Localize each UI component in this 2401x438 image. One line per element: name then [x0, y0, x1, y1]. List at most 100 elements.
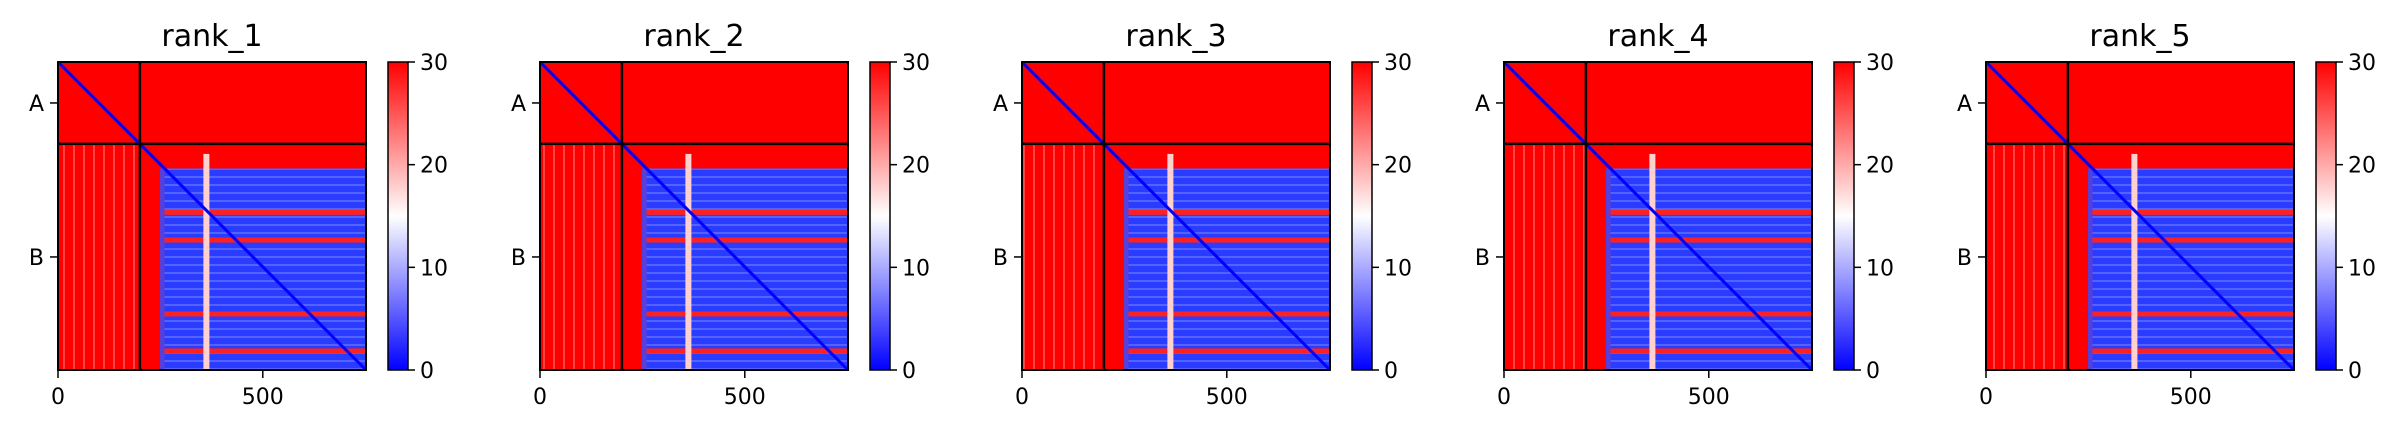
chain-b-left-band	[1605, 168, 1611, 370]
diagonal	[538, 60, 850, 372]
y-tick-label: A	[511, 92, 526, 117]
red-band	[2092, 237, 2294, 243]
colorbar-tick-label: 30	[2348, 51, 2376, 76]
red-band	[1128, 237, 1330, 243]
plot-frame	[1503, 61, 1813, 371]
colorbar-tick-label: 0	[2348, 359, 2362, 384]
colorbar-tick-label: 20	[902, 154, 930, 179]
y-tick-label: B	[1475, 246, 1490, 271]
x-tick-label: 0	[51, 385, 65, 410]
x-tick-label: 0	[1015, 385, 1029, 410]
red-band	[2092, 311, 2294, 317]
colorbar-tick-label: 0	[902, 359, 916, 384]
red-band	[646, 348, 848, 354]
diagonal	[1020, 60, 1332, 372]
heatmap-panel: rank_3 0 500 A B 0 10 20 30	[993, 19, 1412, 410]
chain-b-left-band	[1123, 168, 1129, 370]
colorbar-tick-label: 20	[1384, 154, 1412, 179]
colorbar	[2315, 61, 2337, 371]
colorbar-tick-label: 10	[1384, 256, 1412, 281]
colorbar-tick-label: 20	[2348, 154, 2376, 179]
plot-frame	[1021, 61, 1331, 371]
panel-title: rank_1	[161, 19, 262, 54]
diagonal	[1502, 60, 1814, 372]
x-tick-label: 500	[724, 385, 766, 410]
panel-title: rank_4	[1607, 19, 1708, 54]
colorbar-tick-label: 10	[2348, 256, 2376, 281]
heatmap-panel: rank_1 0 500 A B 0 10 20 30	[29, 19, 448, 410]
y-tick-label: B	[29, 246, 44, 271]
x-tick-label: 500	[1688, 385, 1730, 410]
red-band	[1128, 311, 1330, 317]
x-tick-label: 0	[1497, 385, 1511, 410]
heatmap-cells	[1984, 60, 2296, 372]
chain-b-left-band	[2087, 168, 2093, 370]
chain-b-left-band	[159, 168, 165, 370]
colorbar-tick-label: 20	[1866, 154, 1894, 179]
chain-b-left-band	[641, 168, 647, 370]
y-tick-label: A	[1957, 92, 1972, 117]
cross-chain-block	[1504, 143, 1586, 370]
colorbar-tick-label: 30	[902, 51, 930, 76]
cross-chain-block	[1022, 143, 1104, 370]
x-tick-label: 0	[533, 385, 547, 410]
diagonal	[1984, 60, 2296, 372]
diagonal	[56, 60, 368, 372]
plot-frame	[1985, 61, 2295, 371]
red-band	[164, 311, 366, 317]
y-tick-label: A	[1475, 92, 1490, 117]
stripe	[1167, 153, 1174, 370]
colorbar-tick-label: 0	[1866, 359, 1880, 384]
red-band	[646, 209, 848, 215]
red-band	[164, 348, 366, 354]
heatmap-cells	[538, 60, 850, 372]
heatmap-panel: rank_4 0 500 A B 0 10 20 30	[1475, 19, 1894, 410]
colorbar-tick-label: 10	[420, 256, 448, 281]
x-tick-label: 500	[2170, 385, 2212, 410]
cross-chain-block	[58, 143, 140, 370]
colorbar-tick-label: 10	[902, 256, 930, 281]
colorbar	[1351, 61, 1373, 371]
heatmap-panel: rank_2 0 500 A B 0 10 20 30	[511, 19, 930, 410]
red-band	[1610, 311, 1812, 317]
red-band	[646, 237, 848, 243]
x-tick-label: 0	[1979, 385, 1993, 410]
x-tick-label: 500	[242, 385, 284, 410]
heatmap-panel: rank_5 0 500 A B 0 10 20 30	[1957, 19, 2376, 410]
y-tick-label: B	[511, 246, 526, 271]
red-band	[2092, 348, 2294, 354]
colorbar-tick-label: 30	[1384, 51, 1412, 76]
stripe	[2131, 153, 2138, 370]
colorbar-tick-label: 10	[1866, 256, 1894, 281]
red-band	[2092, 209, 2294, 215]
stripe	[1649, 153, 1656, 370]
y-tick-label: B	[1957, 246, 1972, 271]
colorbar-tick-label: 0	[1384, 359, 1398, 384]
red-band	[164, 237, 366, 243]
red-band	[1610, 209, 1812, 215]
colorbar-tick-label: 30	[420, 51, 448, 76]
panel-title: rank_5	[2089, 19, 2190, 54]
colorbar	[1833, 61, 1855, 371]
red-band	[1128, 209, 1330, 215]
y-tick-label: A	[993, 92, 1008, 117]
colorbar	[869, 61, 891, 371]
cross-chain-block	[540, 143, 622, 370]
plot-frame	[539, 61, 849, 371]
heatmap-cells	[1020, 60, 1332, 372]
red-band	[1128, 348, 1330, 354]
red-band	[646, 311, 848, 317]
red-band	[164, 209, 366, 215]
x-tick-label: 500	[1206, 385, 1248, 410]
panel-title: rank_3	[1125, 19, 1226, 54]
colorbar-tick-label: 20	[420, 154, 448, 179]
y-tick-label: A	[29, 92, 44, 117]
stripe	[685, 153, 692, 370]
stripe	[203, 153, 210, 370]
heatmap-cells	[1502, 60, 1814, 372]
cross-chain-block	[1986, 143, 2068, 370]
colorbar-tick-label: 30	[1866, 51, 1894, 76]
panel-title: rank_2	[643, 19, 744, 54]
heatmap-cells	[56, 60, 368, 372]
